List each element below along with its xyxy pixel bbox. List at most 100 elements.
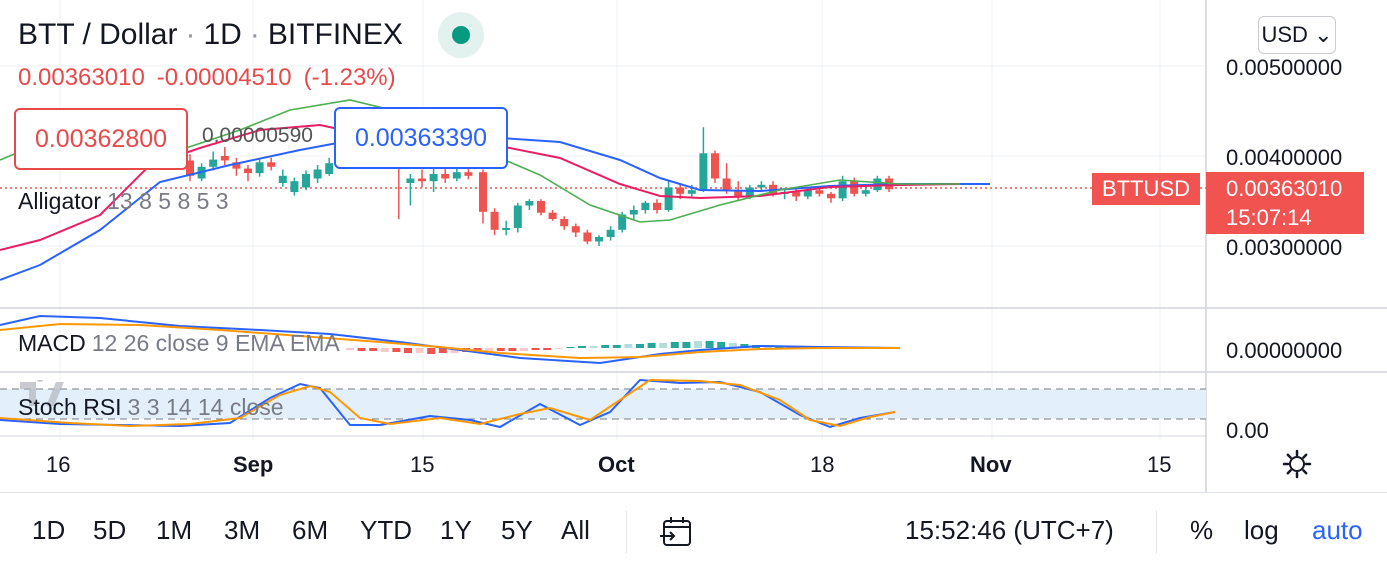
candle-body [560,219,569,227]
chart-settings-icon[interactable] [1282,449,1312,479]
range-6m[interactable]: 6M [292,515,329,545]
macd-bar [612,345,621,348]
macd-bar [392,348,401,352]
candle-body [861,190,870,194]
candle-body [502,228,511,230]
macd-bar [601,345,610,348]
currency-select[interactable]: USD ⌄ [1258,16,1336,54]
macd-axis-label: 0.00000000 [1226,338,1343,363]
candle-body [711,153,719,179]
candle-body [525,201,534,206]
current-price-tag: 0.00363010 15:07:14 [1206,172,1364,234]
candle-body [745,187,754,197]
macd-bar [624,344,633,348]
alligator-jaw-line [0,133,990,281]
exchange-label: BITFINEX [267,18,403,51]
percent-scale-toggle[interactable]: % [1190,515,1214,545]
alligator-legend[interactable]: Alligator 13 8 5 8 5 3 [18,188,229,215]
macd-bar [543,348,552,350]
grid-lines [0,0,1206,440]
macd-bar [728,343,737,348]
candle-body [290,181,299,192]
time-axis-label: 18 [810,452,835,477]
candle-body [441,174,450,179]
range-1m[interactable]: 1M [156,515,193,545]
candle-body [827,193,835,199]
range-all[interactable]: All [561,515,590,545]
auto-scale-toggle[interactable]: auto [1312,515,1363,545]
macd-bar [659,343,668,348]
tradingview-logo [20,380,64,406]
current-price: 0.00363010 [1226,176,1343,201]
symbol-header[interactable]: BTT / Dollar · 1D · BITFINEX [18,18,403,51]
candle-body [313,169,322,179]
range-1y[interactable]: 1Y [440,515,472,545]
candle-body [676,187,685,194]
macd-bar [578,346,586,348]
range-ytd[interactable]: YTD [360,515,412,545]
candle-body [548,212,557,219]
range-3m[interactable]: 3M [224,515,261,545]
go-to-date-icon[interactable] [660,515,694,549]
toolbar-divider [626,511,627,553]
price-axis-label: 0.00400000 [1226,145,1343,170]
macd-bar [520,348,528,351]
macd-bar [566,347,575,348]
price-axis-label: 0.00300000 [1226,235,1343,260]
macd-bar [670,342,679,348]
macd-bar [496,348,505,351]
log-scale-toggle[interactable]: log [1244,515,1279,545]
price-change-row: 0.00363010 -0.00004510 (-1.23%) [18,64,408,92]
candle-body [267,162,276,167]
candle-body [418,178,426,182]
macd-bar [357,348,366,351]
timezone-clock[interactable]: 15:52:46 (UTC+7) [905,515,1114,545]
last-price: 0.00363010 [18,64,145,91]
range-5d[interactable]: 5D [93,515,127,545]
candle-body [464,172,473,176]
candle-body [490,211,499,230]
sell-button[interactable]: 0.00362800 [14,108,188,170]
candle-body [513,205,522,228]
candle-body [699,153,708,191]
macd-legend[interactable]: MACD 12 26 close 9 EMA EMA [18,330,340,357]
range-1d[interactable]: 1D [32,515,66,545]
candle-body [606,229,615,237]
macd-bar [415,348,424,353]
time-axis-label: Sep [233,452,274,477]
macd-bar [508,348,517,351]
range-5y[interactable]: 5Y [501,515,533,545]
candle-body [815,190,824,194]
time-axis-label: 15 [410,452,435,477]
candle-body [583,232,592,242]
candle-body [722,178,731,191]
macd-bar [589,346,598,348]
macd-bar [346,348,354,350]
stoch-legend[interactable]: Stoch RSI 3 3 14 14 close [18,394,284,421]
candle-body [571,226,580,233]
symbol-price-tag: BTTUSD [1092,173,1200,205]
candle-body [537,201,545,213]
stoch-params: 3 3 14 14 close [127,394,284,420]
candle-body [244,168,252,174]
market-status-icon[interactable] [438,12,484,58]
symbol-name: BTT / Dollar [18,18,178,51]
time-axis-label: Oct [598,452,635,477]
candle-body [595,237,603,242]
candle-body [186,160,194,176]
time-axis-label: Nov [970,452,1012,477]
macd-bar [485,348,494,352]
macd-bar [531,348,540,350]
candle-body [641,202,650,210]
candle-body [618,214,627,230]
price-axis-label: 0.00500000 [1226,55,1343,80]
candle-body [209,159,218,167]
buy-button[interactable]: 0.00363390 [334,107,508,169]
macd-signal-line [0,322,900,360]
macd-bar [705,341,714,348]
stoch-d-line [0,378,896,428]
macd-bar [438,348,447,353]
candle-body [629,210,638,215]
interval-label: 1D [203,18,242,51]
